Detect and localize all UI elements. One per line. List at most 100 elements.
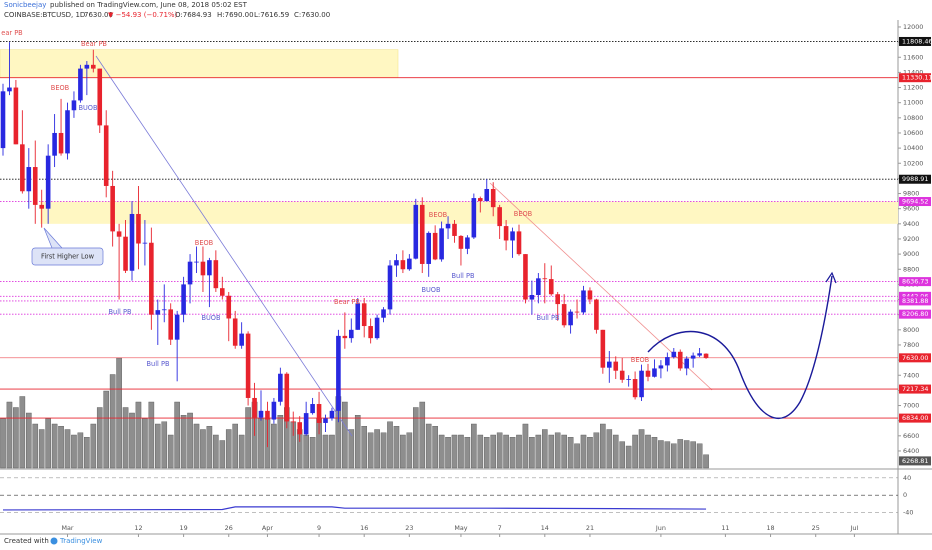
volume-bar xyxy=(142,418,148,469)
volume-bar xyxy=(122,407,129,469)
volume-bar xyxy=(13,407,19,469)
osc-tick-label: 0 xyxy=(903,491,907,499)
candle-body xyxy=(336,335,341,411)
y-tick-label: 9000 xyxy=(903,250,919,258)
volume-bar xyxy=(19,396,26,469)
x-tick-label: 14 xyxy=(541,524,549,532)
volume-bar xyxy=(103,390,109,469)
volume-bar xyxy=(664,441,671,469)
oscillator-line xyxy=(2,506,707,511)
x-tick-label: 9 xyxy=(317,524,321,532)
volume-bar xyxy=(206,426,213,469)
candle-body xyxy=(103,125,109,186)
candle-body xyxy=(78,68,83,101)
y-tick-label: 11400 xyxy=(903,68,923,76)
candle-body xyxy=(561,304,567,326)
volume-bar xyxy=(90,423,97,469)
candle-body xyxy=(271,401,277,420)
candle-body xyxy=(400,260,406,270)
volume-bar xyxy=(129,412,135,469)
candle-body xyxy=(252,397,257,418)
candle-body xyxy=(181,284,186,315)
volume-bar xyxy=(0,418,6,469)
candle-body xyxy=(690,355,696,359)
volume-bar xyxy=(354,415,361,469)
volume-bar xyxy=(413,407,419,469)
candle-body xyxy=(523,254,528,300)
annotation: Bear PB xyxy=(81,40,107,48)
candle-body xyxy=(471,198,477,238)
level-label-box xyxy=(899,73,931,83)
y-tick-label: 8800 xyxy=(903,265,919,273)
volume-bar xyxy=(593,432,600,469)
volume-bar xyxy=(135,401,142,469)
volume-bar xyxy=(406,432,413,469)
volume-bar xyxy=(45,418,51,469)
level-label: 6268.81 xyxy=(902,457,928,465)
candle-body xyxy=(284,373,290,422)
level-label: 6834.00 xyxy=(902,414,928,422)
change: ▼ −54.93 (−0.71%) xyxy=(108,11,178,19)
candle-body xyxy=(0,91,6,149)
candle-body xyxy=(213,260,219,289)
volume-bar xyxy=(329,434,335,469)
level-label: 8381.88 xyxy=(902,297,928,305)
candle-body xyxy=(342,335,348,339)
annotation: Bull PB xyxy=(147,360,170,368)
callout-box xyxy=(31,247,104,266)
volume-bar xyxy=(271,423,277,469)
close: C:7630.00 xyxy=(294,11,330,19)
candle-body xyxy=(65,110,70,154)
level-label-box xyxy=(899,296,931,306)
x-tick-label: 21 xyxy=(586,524,594,532)
volume-bar xyxy=(696,443,703,469)
candle-body xyxy=(245,333,251,398)
annotation: Bull PB xyxy=(537,314,560,322)
open: O:7684.93 xyxy=(175,11,212,19)
volume-bar xyxy=(96,407,103,469)
candle-body xyxy=(639,370,644,398)
symbol: COINBASE:BTCUSD, 1D xyxy=(4,11,85,19)
candle-body xyxy=(149,242,154,315)
y-tick-label: 6400 xyxy=(903,447,919,455)
level-label-box xyxy=(899,174,931,184)
candle-body xyxy=(407,258,412,270)
volume-bar xyxy=(258,418,264,469)
candle-body xyxy=(20,144,25,192)
y-tick-label: 6600 xyxy=(903,432,919,440)
volume-bar xyxy=(542,429,548,469)
y-tick-label: 11000 xyxy=(903,99,923,107)
candle-body xyxy=(697,353,702,356)
candle-body xyxy=(542,278,548,280)
volume-bar xyxy=(174,401,180,469)
candle-body xyxy=(516,231,522,255)
candle-body xyxy=(303,413,309,435)
candle-body xyxy=(316,404,322,423)
annotation: ear PB xyxy=(1,29,23,37)
level-label-box xyxy=(899,36,931,46)
volume-bar xyxy=(219,440,226,469)
volume-bar xyxy=(277,415,284,469)
candle-body xyxy=(490,188,496,208)
volume-bar xyxy=(303,434,309,469)
volume-bar xyxy=(503,434,509,469)
candle-body xyxy=(394,260,399,266)
x-tick-label: 25 xyxy=(812,524,820,532)
candle-body xyxy=(361,303,367,327)
volume-bar xyxy=(425,423,432,469)
trend-line xyxy=(95,55,353,437)
volume-bar xyxy=(619,441,625,469)
volume-bar xyxy=(245,407,251,469)
level-label-box xyxy=(899,197,931,207)
volume-bar xyxy=(561,434,567,469)
candle-body xyxy=(349,329,354,339)
y-tick-label: 11600 xyxy=(903,53,923,61)
volume-bar xyxy=(51,423,58,469)
candle-body xyxy=(200,261,206,276)
y-tick-label: 8000 xyxy=(903,326,919,334)
volume-bar xyxy=(458,434,464,469)
volume-bar xyxy=(387,421,393,469)
high: H:7690.00 xyxy=(217,11,254,19)
candle-body xyxy=(529,294,535,300)
